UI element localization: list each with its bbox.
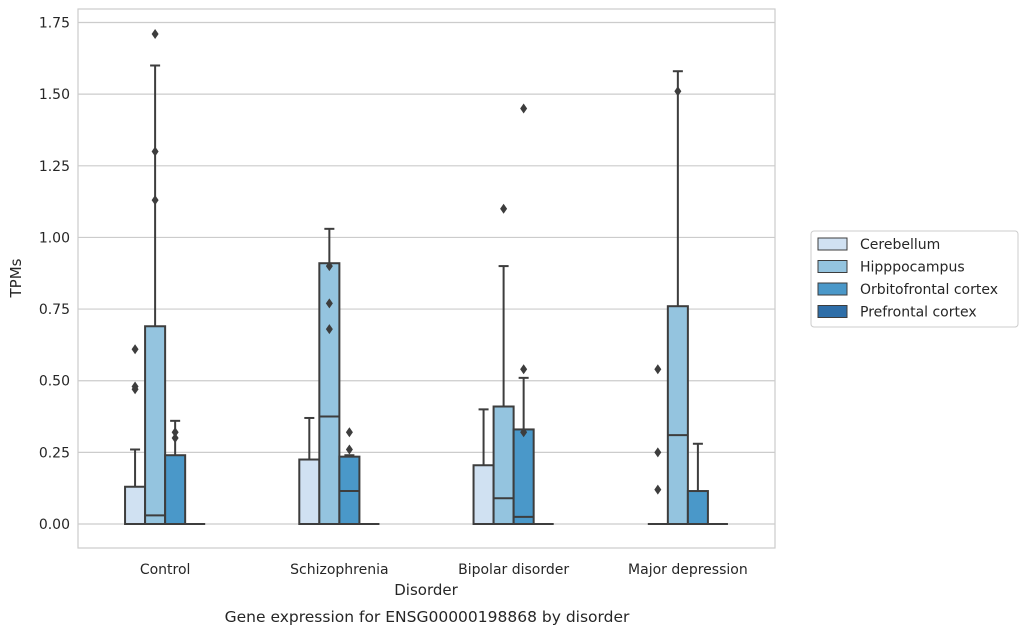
- box-orbitofrontal-cortex: [164, 419, 187, 526]
- box-rect: [164, 454, 187, 526]
- y-tick-label: 1.75: [39, 16, 70, 32]
- outlier-point: [325, 261, 333, 272]
- box-rect: [492, 405, 515, 525]
- legend-swatch: [817, 305, 848, 318]
- outlier-point: [131, 381, 139, 392]
- legend-label: Hipppocampus: [860, 260, 965, 276]
- outlier-point: [325, 324, 333, 335]
- legend-label: Prefrontal cortex: [860, 305, 977, 321]
- chart-caption: Gene expression for ENSG00000198868 by d…: [225, 608, 630, 626]
- y-tick-labels: 0.00 0.25 0.50 0.75 1.00 1.25 1.50 1.75: [39, 16, 70, 533]
- legend: Cerebellum Hipppocampus Orbitofrontal cort…: [810, 230, 1019, 328]
- outlier-point: [654, 484, 662, 495]
- box-hipppocampus: [318, 227, 341, 525]
- boxes: [124, 28, 728, 526]
- box-orbitofrontal-cortex: [338, 427, 361, 525]
- outlier-point: [654, 364, 662, 375]
- outlier-point: [325, 298, 333, 309]
- x-tick-label: Schizophrenia: [290, 562, 388, 578]
- outlier-point: [500, 203, 508, 214]
- legend-label: Orbitofrontal cortex: [860, 282, 998, 298]
- x-tick-labels: Control Schizophrenia Bipolar disorder Majo…: [140, 562, 748, 578]
- plot-frame: [77, 8, 776, 549]
- box-rect: [666, 305, 689, 525]
- outlier-point: [654, 447, 662, 458]
- y-tick-label: 0.25: [39, 445, 70, 461]
- outlier-point: [520, 427, 528, 438]
- outlier-point: [151, 146, 159, 157]
- x-tick-label: Bipolar disorder: [458, 562, 569, 578]
- y-tick-label: 0.00: [39, 517, 70, 533]
- y-tick-label: 0.75: [39, 302, 70, 318]
- outlier-point: [131, 344, 139, 355]
- outlier-point: [171, 427, 179, 438]
- x-tick-label: Control: [140, 562, 191, 578]
- legend-swatch: [817, 260, 848, 273]
- y-tick-label: 1.25: [39, 159, 70, 175]
- outlier-point: [520, 103, 528, 114]
- box-rect: [686, 490, 709, 526]
- y-tick-label: 0.50: [39, 374, 70, 390]
- box-cerebellum: [647, 364, 668, 525]
- box-hipppocampus: [492, 203, 515, 525]
- legend-swatch: [817, 282, 848, 296]
- y-tick-label: 1.50: [39, 87, 70, 103]
- box-rect: [472, 464, 495, 525]
- legend-swatch: [817, 237, 848, 251]
- legend-frame: [810, 230, 1019, 328]
- box-orbitofrontal-cortex: [512, 103, 535, 525]
- box-rect: [512, 428, 535, 525]
- legend-label: Cerebellum: [860, 237, 940, 253]
- box-rect: [144, 325, 167, 525]
- outlier-point: [345, 444, 353, 455]
- box-rect: [298, 458, 321, 526]
- box-hipppocampus: [144, 28, 167, 525]
- outlier-point: [171, 433, 179, 444]
- y-axis-label: TPMs: [7, 258, 25, 298]
- outlier-point: [151, 28, 159, 39]
- outlier-point: [345, 427, 353, 438]
- box-rect: [124, 485, 147, 526]
- box-cerebellum: [472, 408, 495, 525]
- box-orbitofrontal-cortex: [686, 442, 709, 526]
- x-axis-label: Disorder: [394, 581, 458, 599]
- box-hipppocampus: [666, 70, 689, 525]
- outlier-point: [151, 195, 159, 206]
- y-tick-label: 1.00: [39, 230, 70, 246]
- x-tick-label: Major depression: [628, 562, 748, 578]
- outlier-point: [520, 364, 528, 375]
- outlier-point: [674, 86, 682, 97]
